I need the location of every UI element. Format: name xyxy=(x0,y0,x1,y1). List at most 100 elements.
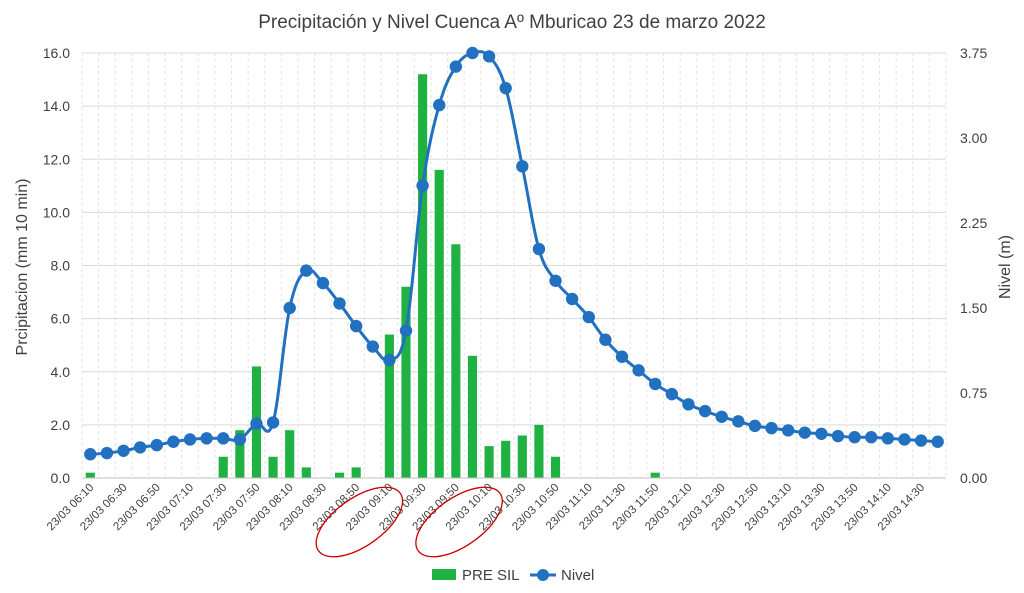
marker-nivel xyxy=(133,441,147,454)
marker-nivel xyxy=(349,319,363,333)
bar-pre-sil xyxy=(351,467,361,478)
legend-swatch-pre-sil xyxy=(432,569,456,580)
bar-pre-sil xyxy=(218,456,228,478)
marker-nivel xyxy=(914,434,928,447)
bar-pre-sil xyxy=(384,334,394,478)
bar-pre-sil xyxy=(235,430,245,478)
annotation-ellipse xyxy=(415,486,503,558)
marker-nivel xyxy=(516,160,529,173)
marker-nivel xyxy=(266,416,280,429)
legend-label-pre-sil: PRE SIL xyxy=(462,567,520,584)
y-axis-right-label: Nivel (m) xyxy=(997,235,1014,299)
y-right-tick-label: 1.50 xyxy=(960,300,987,316)
bar-series-pre-sil xyxy=(85,74,660,478)
bar-pre-sil xyxy=(418,74,428,478)
marker-nivel xyxy=(300,264,313,277)
bar-pre-sil xyxy=(334,472,345,478)
marker-nivel xyxy=(898,433,911,446)
y-right-tick-label: 3.75 xyxy=(960,45,987,61)
marker-nivel xyxy=(283,301,296,315)
y-right-tick-label: 0.00 xyxy=(960,470,987,486)
bar-pre-sil xyxy=(467,355,478,478)
marker-nivel xyxy=(765,421,778,435)
bar-pre-sil xyxy=(434,169,444,478)
marker-nivel xyxy=(316,276,330,290)
y-left-tick-label: 14.0 xyxy=(43,98,70,114)
legend-label-nivel: Nivel xyxy=(561,567,594,584)
marker-nivel xyxy=(615,350,629,363)
marker-nivel xyxy=(649,377,662,391)
marker-nivel xyxy=(383,353,396,367)
y-left-tick-label: 12.0 xyxy=(43,151,70,167)
y-left-tick-label: 8.0 xyxy=(51,258,71,274)
marker-nivel xyxy=(848,431,861,444)
marker-nivel xyxy=(167,435,180,448)
gridlines xyxy=(81,52,947,479)
y-left-tick-label: 10.0 xyxy=(43,204,70,220)
y-left-tick-label: 4.0 xyxy=(51,364,71,380)
marker-nivel xyxy=(100,446,114,460)
line-series-nivel xyxy=(84,46,944,461)
marker-nivel xyxy=(565,292,579,306)
marker-nivel xyxy=(715,410,728,423)
marker-nivel xyxy=(499,81,512,95)
y-left-tick-label: 2.0 xyxy=(51,417,71,433)
y-axis-right: 0.00 0.75 1.50 2.25 3.00 3.75 xyxy=(960,45,987,486)
y-right-tick-label: 3.00 xyxy=(960,130,987,146)
marker-nivel xyxy=(333,297,346,310)
marker-nivel xyxy=(599,333,612,346)
bar-pre-sil xyxy=(301,467,311,478)
marker-nivel xyxy=(416,179,429,192)
bar-pre-sil xyxy=(534,424,544,478)
marker-nivel xyxy=(748,419,762,433)
bar-pre-sil xyxy=(401,286,411,478)
marker-nivel xyxy=(433,98,446,112)
annotations xyxy=(315,486,503,558)
marker-nivel xyxy=(582,310,595,324)
annotation-ellipse xyxy=(315,486,404,558)
marker-nivel xyxy=(682,398,695,411)
y-right-tick-label: 2.25 xyxy=(960,215,987,231)
marker-nivel xyxy=(931,435,944,448)
bar-pre-sil xyxy=(550,456,561,478)
marker-nivel xyxy=(632,364,645,377)
marker-nivel xyxy=(865,431,878,444)
marker-nivel xyxy=(200,432,213,445)
y-left-tick-label: 0.0 xyxy=(51,470,71,486)
bar-pre-sil xyxy=(517,435,527,478)
marker-nivel xyxy=(449,60,463,73)
y-left-tick-label: 6.0 xyxy=(51,311,71,327)
legend: PRE SIL Nivel xyxy=(432,567,594,584)
marker-nivel xyxy=(881,432,895,445)
bar-pre-sil xyxy=(285,430,295,478)
y-right-tick-label: 0.75 xyxy=(960,385,987,401)
bar-pre-sil xyxy=(268,456,278,478)
bar-pre-sil xyxy=(650,472,660,478)
marker-nivel xyxy=(217,432,230,445)
y-left-tick-label: 16.0 xyxy=(43,45,70,61)
marker-nivel xyxy=(150,438,163,452)
marker-nivel xyxy=(798,426,811,439)
marker-nivel xyxy=(482,50,496,63)
marker-nivel xyxy=(781,424,795,437)
marker-nivel xyxy=(732,415,745,428)
marker-nivel xyxy=(665,387,679,401)
chart-title: Precipitación y Nivel Cuenca Aº Mburicao… xyxy=(258,12,766,33)
y-axis-left-label: Prcipitacion (mm 10 min) xyxy=(14,179,31,356)
marker-nivel xyxy=(549,274,562,287)
marker-nivel xyxy=(532,242,546,256)
legend-marker-nivel xyxy=(537,569,549,581)
marker-nivel xyxy=(183,433,197,446)
marker-nivel xyxy=(466,46,479,60)
marker-nivel xyxy=(399,324,413,337)
marker-nivel xyxy=(117,444,130,457)
marker-nivel xyxy=(250,417,263,430)
bar-pre-sil xyxy=(451,244,461,478)
marker-nivel xyxy=(831,429,845,443)
marker-nivel xyxy=(815,427,828,440)
bar-pre-sil xyxy=(501,440,511,478)
bar-pre-sil xyxy=(85,472,95,478)
